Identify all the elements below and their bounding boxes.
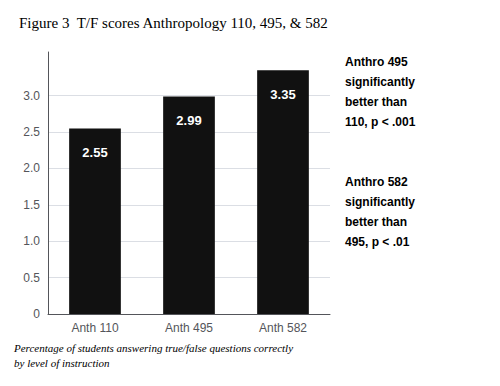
svg-text:Percentage of students answeri: Percentage of students answering true/fa… — [13, 342, 293, 354]
svg-text:Anth 110: Anth 110 — [71, 321, 118, 335]
svg-text:1.5: 1.5 — [23, 198, 40, 212]
svg-text:2.5: 2.5 — [23, 125, 40, 139]
svg-text:significantly: significantly — [345, 195, 415, 209]
svg-text:0: 0 — [33, 307, 40, 321]
svg-text:3.35: 3.35 — [270, 87, 295, 102]
svg-text:2.0: 2.0 — [23, 161, 40, 175]
svg-text:significantly: significantly — [345, 75, 415, 89]
svg-text:0.5: 0.5 — [23, 271, 40, 285]
svg-text:110, p < .001: 110, p < .001 — [345, 115, 416, 129]
svg-text:by level of instruction: by level of instruction — [14, 357, 110, 369]
svg-text:2.99: 2.99 — [176, 113, 201, 128]
svg-text:better than: better than — [345, 215, 407, 229]
svg-text:3.0: 3.0 — [23, 89, 40, 103]
svg-text:Figure 3 T/F scores Anthropol: Figure 3 T/F scores Anthropology 110, 49… — [19, 15, 328, 31]
svg-text:better than: better than — [345, 95, 407, 109]
svg-text:Anth 495: Anth 495 — [165, 321, 213, 335]
svg-text:1.0: 1.0 — [23, 234, 40, 248]
svg-text:495, p < .01: 495, p < .01 — [345, 235, 410, 249]
svg-text:Anthro 582: Anthro 582 — [345, 175, 408, 189]
svg-text:2.55: 2.55 — [82, 145, 107, 160]
svg-text:Anthro 495: Anthro 495 — [345, 55, 408, 69]
svg-text:Anth 582: Anth 582 — [259, 321, 307, 335]
